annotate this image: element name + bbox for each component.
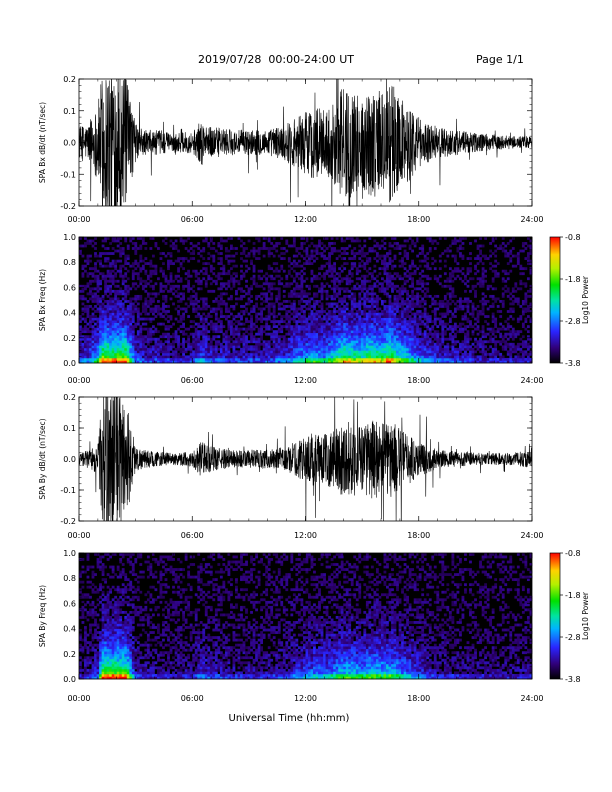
- colorbar-tick-label: -0.8: [565, 233, 581, 242]
- page-title: 2019/07/28 00:00-24:00 UT: [197, 53, 355, 66]
- panel-4: -0.8 -1.8 -2.8 -3.8 Log10 Power 1.0 0.8 0.6 0.4 0…: [38, 549, 590, 703]
- x-tick-label: 24:00: [520, 531, 543, 540]
- y-tick-label: 0.2: [63, 75, 76, 84]
- page-number: Page 1/1: [476, 53, 524, 66]
- heatmap-cells: [79, 553, 533, 680]
- colorbar-tick-label: -2.8: [565, 633, 581, 642]
- heatmap-cells: [79, 237, 533, 364]
- y-tick-label: 0.0: [63, 139, 76, 148]
- y-tick-label: 0.6: [63, 599, 76, 608]
- y-tick-label: 1.0: [63, 233, 76, 242]
- y-axis-title: SPA By dB/dt (nT/sec): [38, 418, 47, 499]
- x-tick-label: 06:00: [181, 531, 204, 540]
- x-tick-label: 12:00: [294, 531, 317, 540]
- panel-3: 0.2 0.1 0.0 -0.1 -0.2 00:00 06:00 12:00 18:00 24:…: [38, 393, 544, 540]
- x-tick-label: 18:00: [407, 694, 430, 703]
- y-tick-label: 0.4: [63, 309, 76, 318]
- y-tick-label: 0.2: [63, 393, 76, 402]
- colorbar-tick-label: -3.8: [565, 359, 581, 368]
- series-trace: [79, 79, 532, 206]
- y-tick-label: 0.0: [63, 675, 76, 684]
- x-tick-label: 24:00: [520, 215, 543, 224]
- y-axis-title: SPA By Freq (Hz): [38, 585, 47, 647]
- colorbar-tick-label: -1.8: [565, 591, 581, 600]
- y-tick-label: 0.6: [63, 283, 76, 292]
- series-trace: [79, 397, 532, 521]
- y-tick-label: 1.0: [63, 549, 76, 558]
- panel-1: 0.2 0.1 0.0 -0.1 -0.2 00:00 06:00 12:00 18:00 24:…: [38, 75, 544, 224]
- x-tick-label: 12:00: [294, 694, 317, 703]
- y-tick-label: 0.1: [63, 107, 76, 116]
- y-tick-label: 0.8: [63, 258, 76, 267]
- colorbar-tick-label: -2.8: [565, 317, 581, 326]
- x-tick-label: 00:00: [67, 531, 90, 540]
- x-tick-label: 12:00: [294, 376, 317, 385]
- x-tick-label: 06:00: [181, 215, 204, 224]
- colorbar: [549, 552, 561, 680]
- panel-2: -0.8 -1.8 -2.8 -3.8 Log10 Power 1.0 0.8 0.6 0.4 0…: [38, 233, 590, 385]
- y-tick-label: -0.2: [60, 202, 76, 211]
- y-tick-label: 0.0: [63, 455, 76, 464]
- x-tick-label: 24:00: [520, 376, 543, 385]
- x-tick-label: 18:00: [407, 531, 430, 540]
- x-axis-title: Universal Time (hh:mm): [229, 713, 350, 724]
- colorbar-tick-label: -1.8: [565, 275, 581, 284]
- x-tick-label: 00:00: [67, 694, 90, 703]
- colorbar-label: Log10 Power: [581, 275, 590, 324]
- x-tick-label: 00:00: [67, 215, 90, 224]
- y-tick-label: 0.8: [63, 574, 76, 583]
- y-tick-label: 0.4: [63, 625, 76, 634]
- x-tick-label: 18:00: [407, 215, 430, 224]
- x-tick-label: 24:00: [520, 694, 543, 703]
- y-tick-label: 0.0: [63, 359, 76, 368]
- colorbar-label: Log10 Power: [581, 591, 590, 640]
- colorbar: [549, 236, 561, 364]
- x-tick-label: 06:00: [181, 694, 204, 703]
- x-tick-label: 06:00: [181, 376, 204, 385]
- y-tick-label: 0.2: [63, 334, 76, 343]
- y-tick-label: -0.1: [60, 170, 76, 179]
- y-tick-label: -0.2: [60, 517, 76, 526]
- colorbar-tick-label: -3.8: [565, 675, 581, 684]
- y-tick-label: 0.1: [63, 424, 76, 433]
- x-tick-label: 12:00: [294, 215, 317, 224]
- x-tick-label: 18:00: [407, 376, 430, 385]
- colorbar-tick-label: -0.8: [565, 549, 581, 558]
- y-axis-title: SPA Bx dB/dt (nT/sec): [38, 102, 47, 183]
- x-tick-label: 00:00: [67, 376, 90, 385]
- y-tick-label: 0.2: [63, 650, 76, 659]
- y-axis-title: SPA Bx Freq (Hz): [38, 269, 47, 331]
- y-tick-label: -0.1: [60, 486, 76, 495]
